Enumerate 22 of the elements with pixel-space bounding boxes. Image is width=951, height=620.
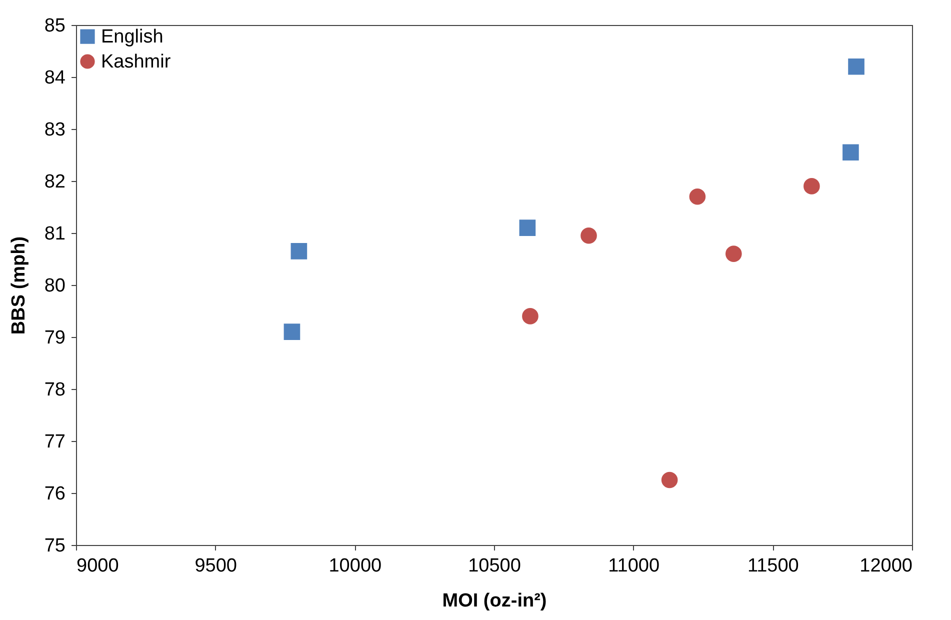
y-tick-label: 84 <box>44 68 66 88</box>
y-tick-label: 82 <box>44 172 66 192</box>
y-axis-title: BBS (mph) <box>8 236 30 335</box>
x-tick-label: 9500 <box>194 556 237 576</box>
y-tick-label: 78 <box>44 380 66 400</box>
x-tick-label: 11500 <box>747 556 799 576</box>
y-tick-label: 79 <box>44 328 66 348</box>
x-axis-title: MOI (oz-in²) <box>442 590 547 612</box>
y-tick-label: 77 <box>44 432 66 452</box>
y-tick-label: 83 <box>44 120 66 140</box>
x-tick-label: 10000 <box>328 556 382 576</box>
x-tick-label: 11000 <box>608 556 660 576</box>
y-tick-label: 80 <box>44 276 66 296</box>
x-tick-label: 9000 <box>76 556 119 576</box>
y-tick-label: 75 <box>44 536 66 556</box>
y-tick-label: 85 <box>44 16 66 36</box>
x-tick-label: 10500 <box>468 556 521 576</box>
y-tick-label: 81 <box>44 224 66 244</box>
legend-label: Kashmir <box>101 52 172 72</box>
legend-label: English <box>101 26 164 48</box>
x-tick-label: 12000 <box>860 556 912 576</box>
y-tick-label: 76 <box>44 484 66 504</box>
